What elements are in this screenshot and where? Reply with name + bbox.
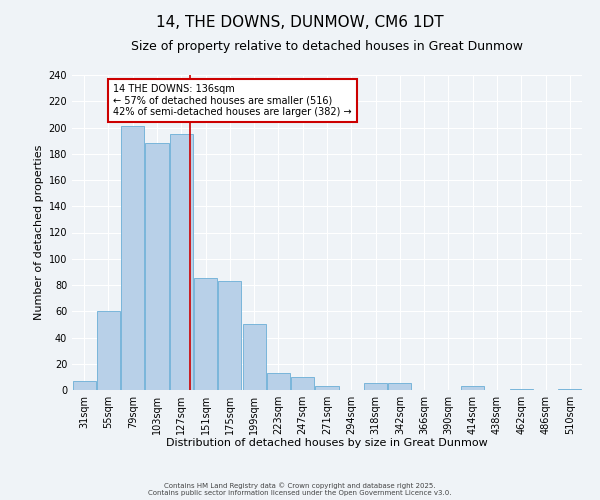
Bar xyxy=(510,388,533,390)
Text: 14 THE DOWNS: 136sqm
← 57% of detached houses are smaller (516)
42% of semi-deta: 14 THE DOWNS: 136sqm ← 57% of detached h… xyxy=(113,84,352,117)
Bar xyxy=(170,134,193,390)
Bar xyxy=(461,386,484,390)
Bar xyxy=(97,311,120,390)
Bar xyxy=(291,377,314,390)
Bar xyxy=(388,384,412,390)
Title: Size of property relative to detached houses in Great Dunmow: Size of property relative to detached ho… xyxy=(131,40,523,53)
Bar xyxy=(145,143,169,390)
Text: Contains HM Land Registry data © Crown copyright and database right 2025.: Contains HM Land Registry data © Crown c… xyxy=(164,482,436,489)
Bar xyxy=(242,324,266,390)
Bar xyxy=(218,281,241,390)
Text: 14, THE DOWNS, DUNMOW, CM6 1DT: 14, THE DOWNS, DUNMOW, CM6 1DT xyxy=(156,15,444,30)
X-axis label: Distribution of detached houses by size in Great Dunmow: Distribution of detached houses by size … xyxy=(166,438,488,448)
Bar xyxy=(121,126,144,390)
Bar xyxy=(316,386,338,390)
Bar xyxy=(559,388,581,390)
Text: Contains public sector information licensed under the Open Government Licence v3: Contains public sector information licen… xyxy=(148,490,452,496)
Bar xyxy=(73,381,95,390)
Bar xyxy=(194,278,217,390)
Y-axis label: Number of detached properties: Number of detached properties xyxy=(34,145,44,320)
Bar xyxy=(267,373,290,390)
Bar xyxy=(364,384,387,390)
